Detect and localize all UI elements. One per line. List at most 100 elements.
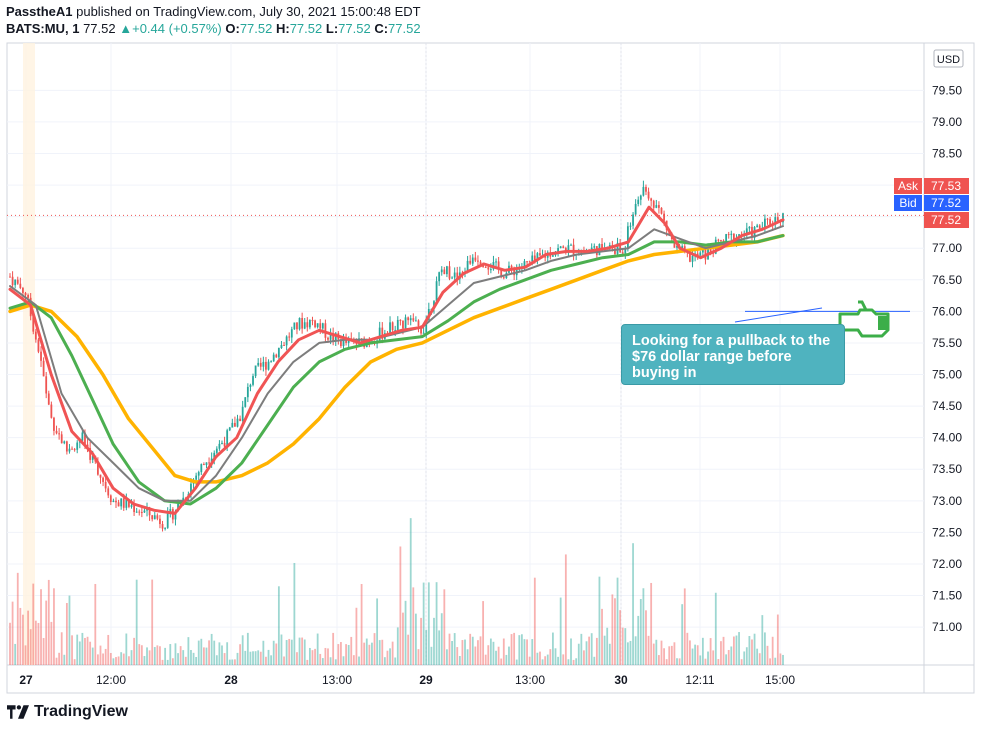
volume-bar bbox=[518, 635, 521, 665]
price-tick-label: 79.00 bbox=[932, 115, 962, 129]
candle-body bbox=[280, 344, 283, 349]
volume-bar bbox=[461, 640, 464, 665]
candle-body bbox=[782, 213, 784, 223]
candle-body bbox=[65, 441, 68, 452]
volume-bar bbox=[678, 658, 681, 665]
candle-body bbox=[634, 204, 637, 215]
tradingview-footer[interactable]: TradingView bbox=[7, 703, 128, 721]
volume-bar bbox=[751, 639, 753, 665]
price-axis[interactable]: 79.5079.0078.5078.0077.5077.0076.5076.00… bbox=[894, 49, 969, 634]
candle-body bbox=[202, 464, 205, 466]
publisher-name[interactable]: PasstheA1 bbox=[6, 4, 73, 19]
price-tick-label: 75.50 bbox=[932, 336, 962, 350]
volume-bar bbox=[510, 634, 513, 665]
candle-body bbox=[89, 448, 92, 460]
volume-bar bbox=[11, 601, 14, 665]
candle-body bbox=[275, 354, 278, 358]
volume-bar bbox=[262, 640, 265, 665]
candle-body bbox=[319, 323, 322, 329]
bid-price-tag-bg bbox=[894, 195, 922, 211]
volume-bar bbox=[329, 657, 332, 665]
low-value: 77.52 bbox=[338, 21, 371, 36]
volume-bar bbox=[650, 582, 653, 665]
candle-body bbox=[391, 322, 394, 331]
candle-body bbox=[469, 260, 472, 264]
volume-bar bbox=[443, 589, 446, 665]
volume-bar bbox=[502, 638, 505, 665]
candle-body bbox=[60, 434, 63, 444]
chart-overlay bbox=[7, 214, 924, 338]
volume-bar bbox=[707, 651, 709, 665]
candle-body bbox=[399, 319, 402, 321]
volume-bar bbox=[58, 652, 61, 665]
time-axis[interactable]: 27 12:00 28 13:00 29 13:00 30 12:11 15:00 bbox=[19, 673, 795, 687]
volume-bar bbox=[249, 651, 252, 665]
volume-bar bbox=[652, 643, 655, 665]
volume-bar bbox=[632, 543, 634, 665]
volume-bar bbox=[146, 647, 148, 665]
candle-body bbox=[487, 267, 490, 270]
price-tick-label: 71.50 bbox=[932, 589, 962, 603]
volume-bar bbox=[184, 656, 187, 665]
volume-bar bbox=[590, 633, 593, 665]
volume-bar bbox=[391, 641, 394, 665]
volume-bar bbox=[655, 639, 658, 665]
candle-body bbox=[774, 217, 777, 225]
volume-bar bbox=[720, 641, 722, 665]
candle-body bbox=[396, 319, 399, 330]
volume-bar bbox=[430, 646, 433, 665]
candle-body bbox=[660, 207, 663, 214]
volume-bar bbox=[541, 659, 544, 665]
candle-body bbox=[120, 498, 123, 507]
volume-bar bbox=[603, 635, 606, 665]
volume-bar bbox=[696, 645, 699, 665]
candle-body bbox=[109, 495, 112, 503]
volume-bar bbox=[464, 639, 466, 665]
volume-bar bbox=[694, 644, 697, 665]
candle-body bbox=[270, 361, 273, 363]
candle-body bbox=[414, 320, 417, 322]
volume-bar bbox=[546, 654, 549, 665]
volume-bar bbox=[223, 653, 226, 665]
candle-body bbox=[629, 225, 632, 227]
volume-bar bbox=[624, 628, 627, 665]
volume-bar bbox=[647, 635, 650, 665]
time-tick-label: 12:00 bbox=[96, 673, 126, 687]
annotation-callout[interactable]: Looking for a pullback to the $76 dollar… bbox=[621, 324, 845, 385]
candle-body bbox=[76, 442, 79, 450]
volume-bar bbox=[368, 644, 371, 665]
volume-bar bbox=[658, 655, 660, 665]
volume-bar bbox=[771, 636, 774, 665]
candle-body bbox=[159, 518, 161, 525]
volume-bar bbox=[761, 615, 764, 665]
moving-averages bbox=[8, 205, 785, 515]
publish-text: published on TradingView.com, July 30, 2… bbox=[76, 4, 421, 19]
ask-price-value: 77.53 bbox=[931, 179, 961, 193]
volume-bar bbox=[743, 651, 746, 665]
bid-price-tag-label: Bid bbox=[899, 196, 916, 210]
volume-bar bbox=[179, 646, 182, 665]
low-label: L: bbox=[325, 21, 339, 36]
volume-bar bbox=[65, 603, 68, 665]
candle-body bbox=[288, 336, 291, 338]
candle-body bbox=[438, 272, 441, 282]
volume-bar bbox=[774, 657, 777, 665]
volume-bar bbox=[469, 633, 472, 665]
volume-bar bbox=[505, 654, 508, 665]
candle-body bbox=[99, 474, 102, 478]
candle-body bbox=[311, 320, 314, 322]
candle-body bbox=[197, 472, 200, 476]
volume-bar bbox=[670, 645, 673, 665]
candle-body bbox=[637, 199, 640, 205]
time-tick-label: 15:00 bbox=[765, 673, 795, 687]
volume-bar bbox=[722, 636, 725, 665]
candle-body bbox=[484, 266, 487, 268]
candle-body bbox=[151, 515, 154, 520]
volume-bar bbox=[109, 652, 112, 665]
candle-body bbox=[107, 488, 110, 496]
candle-body bbox=[495, 261, 497, 263]
candle-body bbox=[195, 475, 198, 480]
candle-body bbox=[580, 251, 583, 255]
volume-bar bbox=[164, 647, 167, 665]
